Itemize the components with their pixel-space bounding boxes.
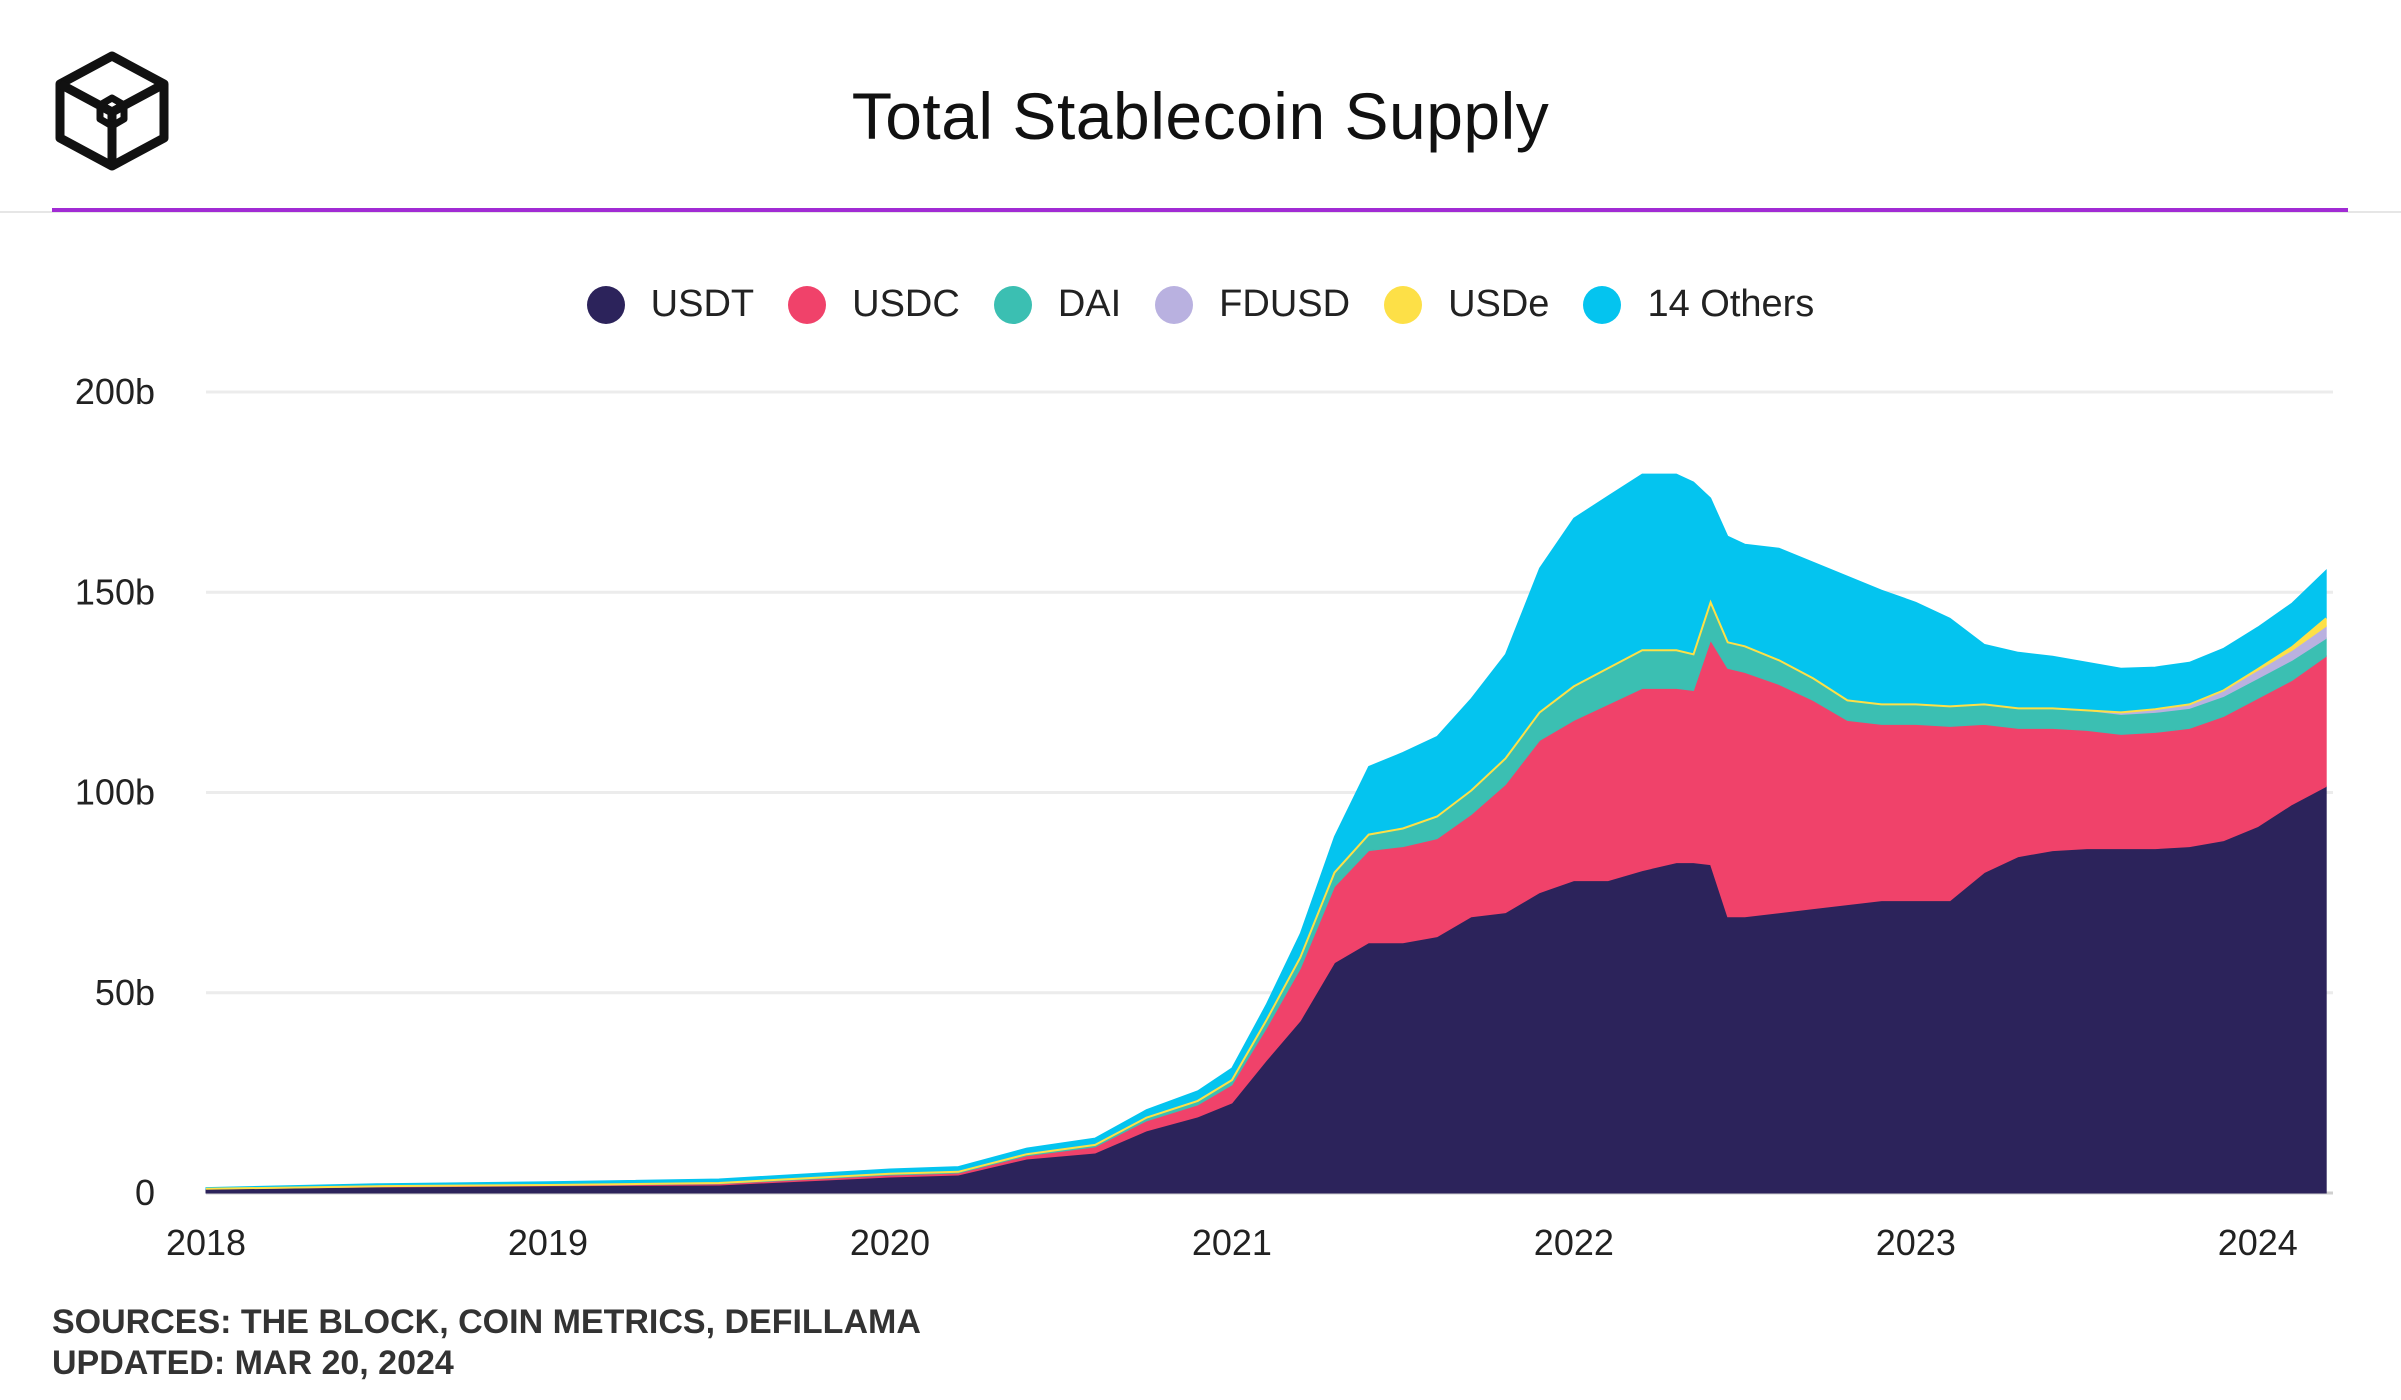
legend-item-usdc[interactable]: USDC	[788, 283, 960, 326]
legend-label: 14 Others	[1647, 283, 1815, 325]
legend-item-usdt[interactable]: USDT	[586, 283, 755, 326]
legend-swatch-icon	[788, 285, 827, 324]
legend-label: USDe	[1448, 283, 1550, 325]
legend-swatch-icon	[993, 285, 1032, 324]
x-tick-label: 2020	[850, 1222, 930, 1263]
legend-swatch-icon	[586, 285, 625, 324]
the-block-logo-icon	[55, 51, 169, 171]
y-tick-label: 50b	[95, 972, 155, 1013]
legend-swatch-icon	[1155, 285, 1194, 324]
y-tick-label: 0	[135, 1172, 155, 1213]
x-tick-label: 2018	[166, 1222, 246, 1263]
legend-item-usde[interactable]: USDe	[1384, 283, 1549, 326]
legend-item-others[interactable]: 14 Others	[1583, 283, 1814, 326]
legend-swatch-icon	[1384, 285, 1423, 324]
legend-label: USDT	[650, 283, 755, 325]
legend-item-dai[interactable]: DAI	[993, 283, 1122, 326]
x-tick-label: 2023	[1876, 1222, 1956, 1263]
legend-label: FDUSD	[1219, 283, 1351, 325]
usde-edge-line	[205, 599, 2327, 1190]
legend-item-fdusd[interactable]: FDUSD	[1155, 283, 1350, 326]
chart-title: Total Stablecoin Supply	[851, 79, 1550, 153]
y-tick-label: 150b	[75, 571, 155, 612]
x-tick-label: 2024	[2218, 1222, 2298, 1263]
y-tick-label: 100b	[75, 772, 155, 813]
x-tick-label: 2021	[1192, 1222, 1272, 1263]
chart-sources: SOURCES: THE BLOCK, COIN METRICS, DEFILL…	[52, 1302, 921, 1384]
accent-divider	[52, 208, 2348, 212]
legend-label: DAI	[1057, 283, 1122, 325]
legend-swatch-icon	[1583, 285, 1622, 324]
legend-label: USDC	[852, 283, 960, 325]
chart-legend: USDT USDC DAI FDUSD USDe 14 Others	[0, 283, 2401, 326]
stacked-area-chart: 0 50b 100b 150b 200b 2018 2019 2020 2021 2022 2023…	[75, 371, 2333, 1263]
updated-line: UPDATED: MAR 20, 2024	[52, 1344, 454, 1382]
header-divider	[0, 211, 2401, 213]
x-tick-label: 2022	[1534, 1222, 1614, 1263]
sources-line: SOURCES: THE BLOCK, COIN METRICS, DEFILL…	[52, 1303, 921, 1341]
y-tick-label: 200b	[75, 371, 155, 412]
x-tick-label: 2019	[508, 1222, 588, 1263]
